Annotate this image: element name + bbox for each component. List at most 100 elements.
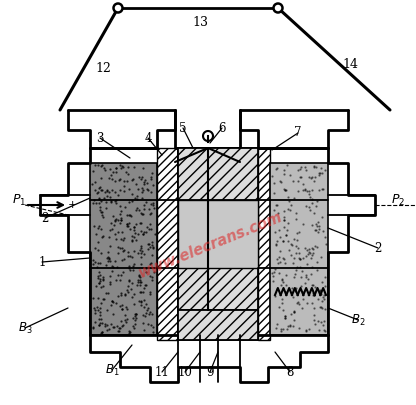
Point	[146, 241, 152, 247]
Point	[309, 264, 315, 271]
Point	[316, 187, 322, 194]
Point	[206, 281, 213, 288]
Point	[94, 273, 101, 279]
Point	[239, 328, 245, 335]
Point	[134, 250, 141, 257]
Point	[290, 308, 297, 315]
Point	[281, 171, 287, 177]
Point	[149, 241, 156, 248]
Point	[207, 171, 214, 177]
Point	[191, 195, 198, 201]
Point	[305, 275, 312, 282]
Point	[217, 304, 223, 311]
Point	[196, 317, 203, 323]
Point	[129, 253, 135, 260]
Point	[125, 283, 132, 289]
Point	[92, 179, 99, 185]
Point	[93, 199, 99, 206]
Point	[110, 311, 116, 318]
Point	[137, 298, 144, 305]
Point	[198, 317, 205, 324]
Point	[188, 155, 195, 161]
Point	[106, 194, 113, 200]
Point	[278, 281, 285, 288]
Point	[235, 153, 242, 160]
Point	[208, 238, 214, 244]
Point	[229, 228, 235, 234]
Point	[89, 168, 96, 175]
Point	[233, 234, 240, 241]
Point	[240, 255, 247, 261]
Point	[178, 199, 185, 205]
Text: 9: 9	[206, 365, 214, 379]
Point	[98, 212, 105, 218]
Point	[135, 186, 141, 192]
Point	[230, 264, 237, 270]
Point	[312, 174, 318, 180]
Point	[276, 226, 282, 233]
Point	[96, 269, 103, 276]
Text: $B_1$: $B_1$	[105, 362, 119, 377]
Point	[201, 231, 208, 238]
Point	[148, 174, 154, 180]
Point	[220, 316, 226, 323]
Point	[111, 324, 118, 330]
Point	[245, 202, 251, 209]
Point	[138, 220, 144, 226]
Point	[233, 228, 239, 234]
Point	[243, 303, 249, 309]
Point	[196, 231, 203, 237]
Point	[109, 213, 116, 219]
Point	[316, 288, 323, 294]
Point	[91, 305, 97, 311]
Text: $B_2$: $B_2$	[351, 312, 365, 328]
Point	[209, 202, 215, 208]
Point	[109, 187, 115, 194]
Point	[93, 230, 99, 237]
Point	[149, 169, 155, 176]
Point	[179, 157, 186, 163]
Point	[224, 207, 230, 214]
Point	[134, 279, 141, 286]
Point	[228, 184, 234, 191]
Point	[189, 309, 196, 315]
Point	[276, 304, 282, 310]
Point	[118, 305, 125, 312]
Point	[90, 261, 97, 268]
Point	[228, 207, 235, 213]
Point	[300, 187, 306, 193]
Point	[94, 260, 101, 266]
Point	[118, 165, 124, 172]
Point	[221, 254, 228, 261]
Point	[219, 160, 226, 166]
Point	[118, 292, 124, 298]
Text: 14: 14	[342, 58, 358, 72]
Point	[291, 309, 297, 315]
Point	[273, 201, 280, 208]
Point	[95, 279, 102, 286]
Point	[312, 220, 319, 227]
Point	[215, 314, 222, 321]
Point	[99, 187, 106, 193]
Point	[191, 199, 198, 205]
Point	[114, 250, 121, 257]
Point	[279, 238, 286, 244]
Point	[95, 239, 102, 245]
Point	[252, 256, 259, 262]
Point	[187, 279, 194, 286]
Text: 5: 5	[179, 122, 187, 134]
Point	[245, 183, 252, 190]
Point	[144, 179, 150, 186]
Point	[216, 267, 223, 273]
Point	[103, 205, 110, 211]
Point	[193, 270, 199, 277]
Point	[143, 301, 149, 307]
Polygon shape	[90, 163, 157, 335]
Point	[273, 321, 280, 328]
Point	[99, 209, 106, 216]
Point	[279, 277, 285, 283]
Point	[199, 166, 206, 173]
Point	[292, 271, 299, 278]
Point	[282, 313, 289, 320]
Point	[148, 260, 154, 266]
